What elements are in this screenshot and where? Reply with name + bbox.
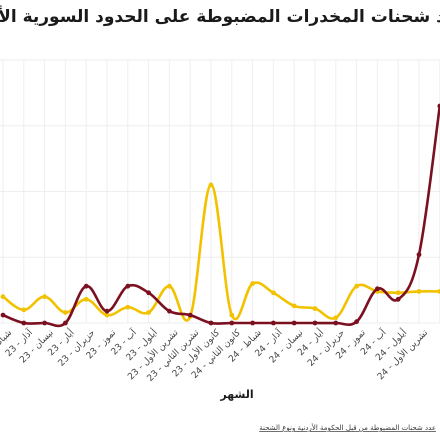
data-point[interactable] <box>229 320 235 326</box>
data-point[interactable] <box>125 283 131 289</box>
data-point[interactable] <box>125 304 131 310</box>
data-point[interactable] <box>375 286 380 292</box>
data-point[interactable] <box>167 283 172 289</box>
data-point[interactable] <box>395 296 401 302</box>
data-point[interactable] <box>21 320 27 326</box>
series-line-2 <box>2 105 440 328</box>
data-point[interactable] <box>437 103 440 109</box>
data-point[interactable] <box>416 289 422 294</box>
data-point[interactable] <box>250 320 256 326</box>
data-point[interactable] <box>83 283 89 289</box>
data-point[interactable] <box>63 310 68 315</box>
data-point[interactable] <box>416 252 422 258</box>
data-point[interactable] <box>21 307 27 313</box>
data-point[interactable] <box>312 320 318 326</box>
data-point[interactable] <box>395 290 401 296</box>
data-point[interactable] <box>0 312 6 318</box>
data-point[interactable] <box>0 294 6 300</box>
data-point[interactable] <box>291 320 297 326</box>
data-point[interactable] <box>63 320 68 326</box>
series-line-1 <box>2 183 440 322</box>
data-point[interactable] <box>271 290 276 296</box>
data-point[interactable] <box>250 281 256 286</box>
data-point[interactable] <box>271 320 276 326</box>
data-point[interactable] <box>208 182 214 188</box>
data-point[interactable] <box>146 290 152 296</box>
x-axis-label: الشهر <box>219 388 253 401</box>
data-point[interactable] <box>333 320 339 326</box>
data-point[interactable] <box>333 315 339 321</box>
source-link[interactable]: عدد شحنات المضبوطة من قبل الحكومة الأردن… <box>259 423 436 432</box>
data-point[interactable] <box>208 320 214 326</box>
data-point[interactable] <box>167 308 172 314</box>
data-point[interactable] <box>146 310 152 315</box>
data-point[interactable] <box>229 312 235 318</box>
series-layer <box>0 103 440 328</box>
data-point[interactable] <box>42 320 47 326</box>
data-point[interactable] <box>83 296 89 302</box>
data-point[interactable] <box>291 303 297 309</box>
data-point[interactable] <box>104 312 110 318</box>
data-point[interactable] <box>104 308 110 314</box>
chart-title: 2023-2024 عدد شحنات المخدرات المضبوطة عل… <box>0 6 440 27</box>
data-point[interactable] <box>354 319 359 325</box>
data-point[interactable] <box>312 306 318 311</box>
data-point[interactable] <box>437 289 440 294</box>
grid <box>0 59 440 324</box>
data-point[interactable] <box>354 283 359 289</box>
data-point[interactable] <box>187 312 193 318</box>
data-point[interactable] <box>42 294 47 300</box>
